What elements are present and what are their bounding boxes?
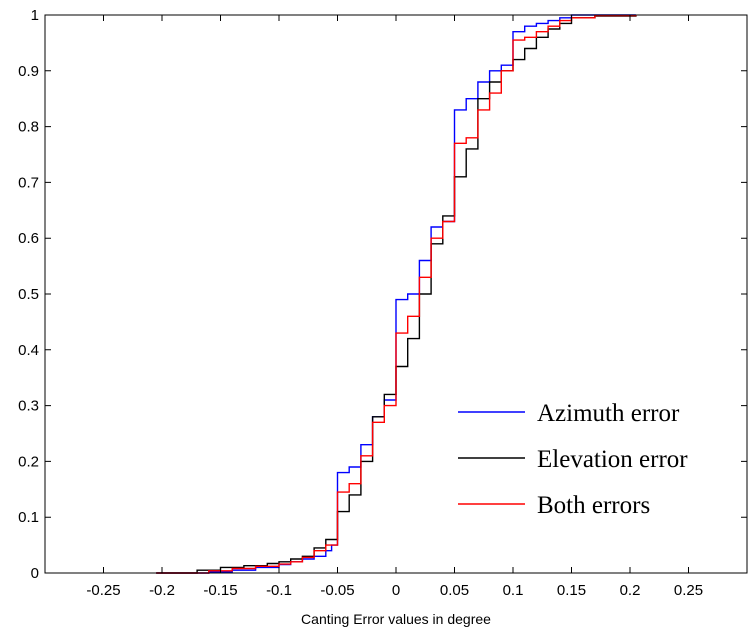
x-tick-label: 0 <box>392 582 400 599</box>
series-line-both-errors <box>156 14 637 574</box>
x-axis-title: Canting Error values in degree <box>301 611 491 627</box>
x-tick-label: -0.15 <box>203 582 237 599</box>
legend-label: Azimuth error <box>537 400 680 427</box>
x-tick-label: 0.25 <box>674 582 703 599</box>
x-tick-label: 0.05 <box>440 582 469 599</box>
legend: Azimuth error Elevation error Both errors <box>458 400 688 519</box>
x-tick-label: -0.05 <box>320 582 354 599</box>
y-tick-label: 0.5 <box>18 286 39 303</box>
series-layer <box>156 14 637 574</box>
y-tick-label: 0.3 <box>18 398 39 415</box>
x-tick-label: 0.2 <box>620 582 641 599</box>
y-tick-label: 0 <box>31 565 39 582</box>
axes-layer: -0.25 -0.2 -0.15 -0.1 -0.05 0 0.05 0.1 0.15 0.2 0.… <box>18 7 748 599</box>
y-tick-label: 0.8 <box>18 119 39 136</box>
x-tick-label: 0.15 <box>557 582 586 599</box>
y-tick-label: 0.4 <box>18 342 39 359</box>
y-tick-label: 0.2 <box>18 453 39 470</box>
x-tick-label: -0.2 <box>149 582 175 599</box>
plot-area <box>45 15 747 573</box>
y-tick-label: 0.7 <box>18 174 39 191</box>
x-tick-label: 0.1 <box>503 582 524 599</box>
x-tick-label: -0.25 <box>86 582 120 599</box>
y-tick-label: 0.1 <box>18 509 39 526</box>
y-tick-label: 0.9 <box>18 63 39 80</box>
legend-label: Elevation error <box>537 446 688 473</box>
legend-label: Both errors <box>537 492 650 519</box>
y-tick-label: 0.6 <box>18 230 39 247</box>
y-tick-label: 1 <box>31 7 39 24</box>
x-tick-label: -0.1 <box>266 582 292 599</box>
series-line-elevation-error <box>156 15 637 574</box>
